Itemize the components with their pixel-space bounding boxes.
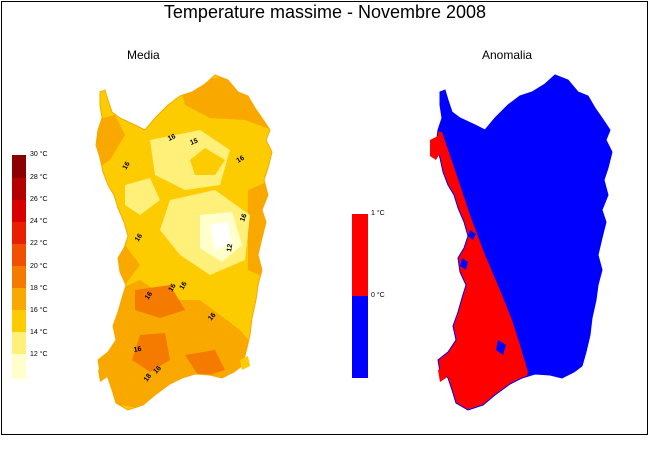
contour-label: 18 — [143, 373, 153, 383]
mean-legend-label: 14 °C — [30, 329, 48, 336]
mean-legend-label: 30 °C — [30, 151, 48, 158]
mean-legend-label: 28 °C — [30, 174, 48, 181]
contour-label: 12 — [226, 243, 234, 252]
island — [440, 90, 447, 100]
anomaly-field — [436, 75, 612, 410]
contour-label: 16 — [133, 346, 142, 354]
contour-label: 16 — [179, 281, 189, 291]
anomaly-legend-label: 0 °C — [371, 292, 385, 299]
contour-label: 16 — [168, 283, 178, 293]
contour-label: 16 — [122, 161, 132, 171]
contour-label: 16 — [239, 213, 248, 223]
mean-legend-label: 16 °C — [30, 307, 48, 314]
mean-map-coastline — [95, 74, 273, 411]
mean-legend-label: 12 °C — [30, 351, 48, 358]
figure-title: Temperature massime - Novembre 2008 — [163, 2, 487, 22]
anomaly-map-coastline — [435, 74, 613, 411]
mean-legend-label: 24 °C — [30, 218, 48, 225]
contour-label: 16 — [144, 291, 154, 301]
island — [430, 136, 442, 160]
anomaly-legend-label: 1 °C — [371, 210, 385, 217]
contour-label: 15 — [189, 138, 199, 147]
mean-legend-label: 22 °C — [30, 240, 48, 247]
island — [100, 90, 107, 100]
contour-label: 16 — [167, 133, 177, 143]
mean-legend-label: 20 °C — [30, 263, 48, 270]
contour-label: 16 — [236, 155, 246, 165]
contour-label: 16 — [134, 233, 144, 243]
island — [240, 356, 250, 370]
mean-legend-label: 26 °C — [30, 196, 48, 203]
mean-legend-label: 18 °C — [30, 285, 48, 292]
anomaly-panel-title: Anomalia — [482, 48, 533, 62]
contour-label: 16 — [207, 312, 217, 323]
contour-label: 16 — [152, 365, 163, 376]
mean-panel-title: Media — [127, 48, 160, 62]
island — [98, 366, 106, 382]
island — [438, 366, 446, 382]
